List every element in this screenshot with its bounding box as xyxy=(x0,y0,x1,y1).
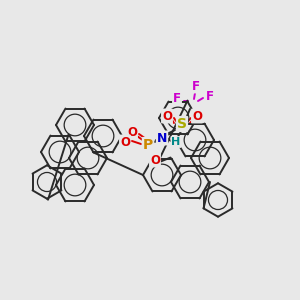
Text: O: O xyxy=(127,125,137,139)
Text: N: N xyxy=(157,131,167,145)
Text: O: O xyxy=(192,110,202,122)
Text: S: S xyxy=(177,117,187,131)
Text: F: F xyxy=(173,92,181,104)
Text: O: O xyxy=(150,154,160,166)
Text: P: P xyxy=(143,138,153,152)
Text: F: F xyxy=(206,89,214,103)
Text: O: O xyxy=(120,136,130,148)
Text: H: H xyxy=(171,137,181,147)
Text: O: O xyxy=(162,110,172,122)
Text: F: F xyxy=(192,80,200,92)
